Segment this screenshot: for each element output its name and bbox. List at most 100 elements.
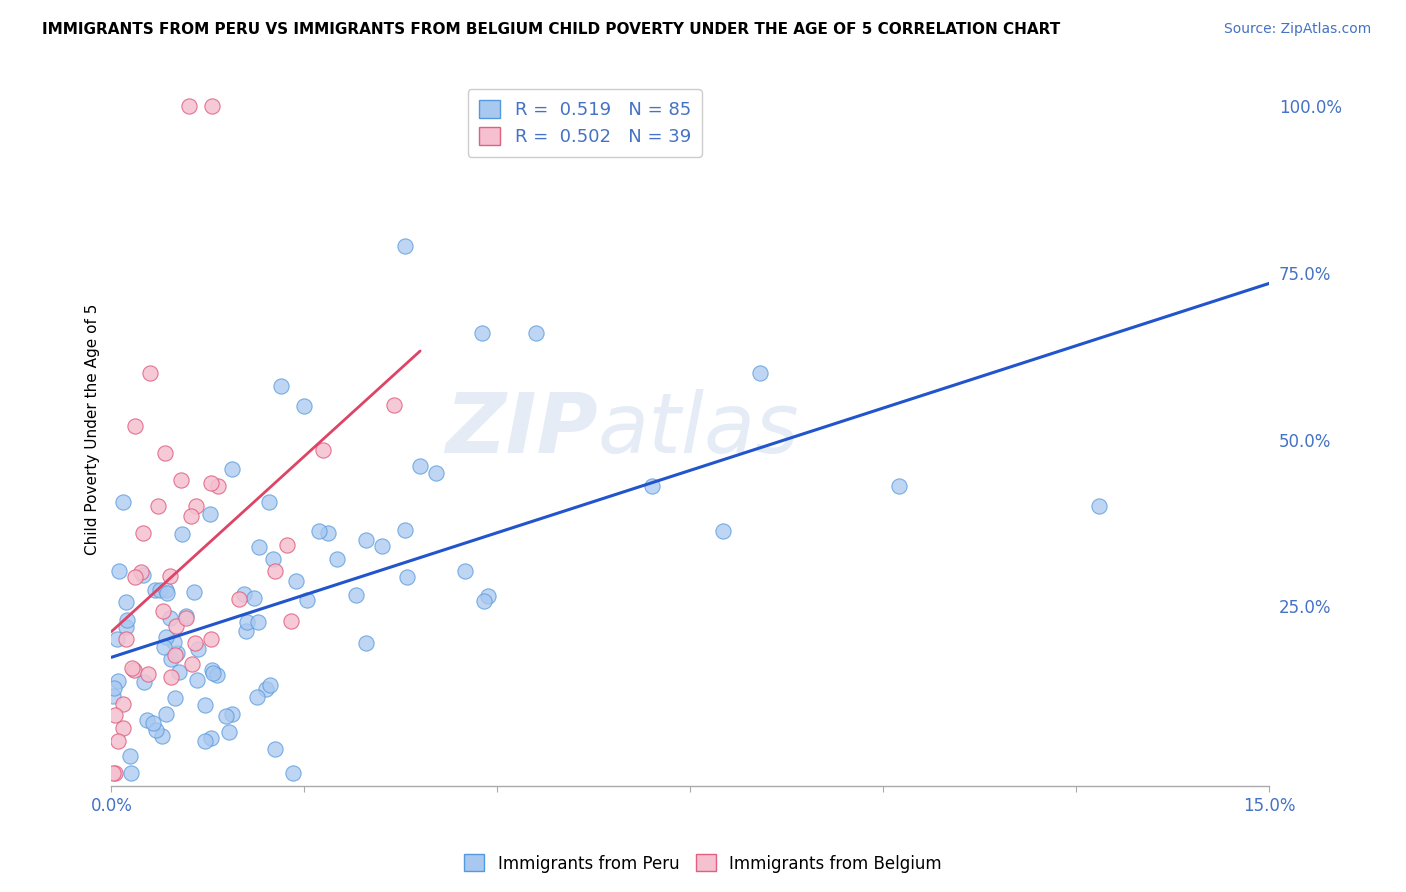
Point (120, 765, 142, 780)
Point (200, 476, 222, 491)
Point (159, 670, 181, 684)
Point (159, 611, 181, 625)
Point (172, 527, 194, 541)
Point (243, 591, 266, 606)
Point (101, 765, 124, 780)
Point (124, 570, 146, 584)
Point (170, 473, 193, 487)
Point (326, 552, 349, 566)
Point (166, 646, 188, 660)
Point (186, 673, 208, 688)
Point (200, 731, 222, 745)
Point (103, 681, 125, 696)
Point (159, 568, 181, 582)
Point (163, 635, 186, 649)
Legend: R =  0.519   N = 85, R =  0.502   N = 39: R = 0.519 N = 85, R = 0.502 N = 39 (468, 89, 702, 157)
Point (114, 620, 136, 634)
Point (207, 479, 229, 493)
Point (165, 618, 187, 632)
Point (344, 588, 367, 602)
Point (472, 593, 495, 607)
Point (167, 665, 190, 679)
Y-axis label: Child Poverty Under the Age of 5: Child Poverty Under the Age of 5 (86, 304, 100, 555)
Point (218, 725, 240, 739)
Point (254, 682, 277, 697)
Point (186, 500, 208, 514)
Point (425, 466, 447, 480)
Point (194, 734, 217, 748)
Point (155, 582, 177, 597)
Point (233, 587, 256, 601)
Point (396, 570, 419, 584)
Point (262, 552, 284, 566)
Point (235, 624, 257, 638)
Point (180, 509, 202, 524)
Point (121, 661, 143, 675)
Point (146, 500, 169, 514)
Point (112, 721, 135, 735)
Point (112, 495, 135, 509)
Point (308, 524, 330, 538)
Point (454, 565, 477, 579)
Point (124, 663, 146, 677)
Point (524, 326, 547, 340)
Point (292, 399, 315, 413)
Text: Source: ZipAtlas.com: Source: ZipAtlas.com (1223, 22, 1371, 37)
Point (104, 765, 127, 780)
Point (236, 615, 259, 629)
Point (177, 99, 200, 113)
Point (105, 632, 128, 646)
Point (150, 729, 173, 743)
Text: IMMIGRANTS FROM PERU VS IMMIGRANTS FROM BELGIUM CHILD POVERTY UNDER THE AGE OF 5: IMMIGRANTS FROM PERU VS IMMIGRANTS FROM … (42, 22, 1060, 37)
Point (354, 636, 377, 650)
Point (246, 690, 269, 705)
Point (107, 674, 129, 689)
Point (160, 652, 183, 666)
Point (205, 668, 228, 682)
Point (270, 379, 292, 393)
Point (143, 583, 166, 598)
Point (131, 567, 153, 582)
Point (215, 709, 238, 723)
Point (163, 690, 186, 705)
Point (142, 716, 165, 731)
Text: atlas: atlas (598, 389, 799, 470)
Point (394, 523, 416, 537)
Point (104, 708, 127, 723)
Point (149, 583, 172, 598)
Point (153, 640, 176, 655)
Point (316, 525, 339, 540)
Point (640, 479, 662, 493)
Point (187, 641, 209, 656)
Point (132, 674, 155, 689)
Text: ZIP: ZIP (446, 389, 598, 470)
Point (382, 398, 405, 412)
Point (183, 585, 205, 599)
Point (259, 678, 281, 692)
Point (139, 366, 162, 380)
Point (136, 713, 159, 727)
Point (200, 632, 222, 647)
Point (184, 635, 207, 649)
Point (471, 326, 494, 340)
Point (259, 495, 281, 509)
Legend: Immigrants from Peru, Immigrants from Belgium: Immigrants from Peru, Immigrants from Be… (457, 847, 949, 880)
Point (280, 615, 302, 629)
Point (155, 707, 177, 722)
Point (887, 479, 910, 493)
Point (281, 765, 304, 780)
Point (247, 540, 270, 554)
Point (221, 462, 243, 476)
Point (107, 734, 129, 748)
Point (131, 566, 153, 580)
Point (194, 698, 217, 712)
Point (276, 538, 298, 552)
Point (155, 446, 177, 460)
Point (263, 742, 285, 756)
Point (132, 526, 155, 541)
Point (711, 524, 734, 538)
Point (103, 690, 125, 704)
Point (181, 657, 204, 672)
Point (201, 99, 224, 113)
Point (112, 698, 135, 712)
